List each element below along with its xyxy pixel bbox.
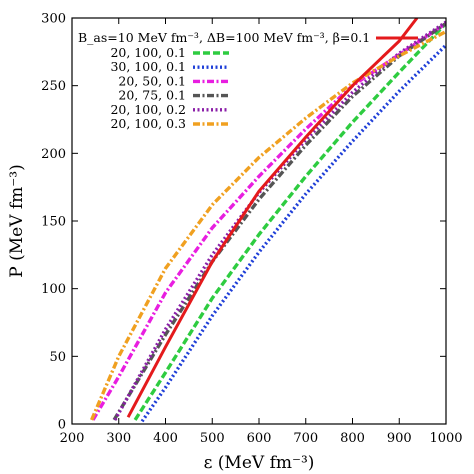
x-tick-label: 900 [387, 431, 412, 446]
series-line-0 [126, 18, 419, 418]
x-tick-label: 800 [340, 431, 365, 446]
x-tick-label: 200 [60, 431, 85, 446]
legend-label-3: 20, 50, 0.1 [118, 73, 186, 88]
legend-label-1: 20, 100, 0.1 [110, 45, 186, 60]
x-tick-label: 400 [153, 431, 178, 446]
legend-label-6: 20, 100, 0.3 [110, 116, 186, 131]
x-tick-label: 1000 [429, 431, 462, 446]
y-axis-title: P (MeV fm⁻³) [7, 164, 27, 277]
y-tick-label: 200 [41, 147, 66, 162]
series-layer [90, 18, 446, 423]
x-tick-label: 600 [247, 431, 272, 446]
y-tick-label: 250 [41, 79, 66, 94]
x-tick-label: 300 [106, 431, 131, 446]
series-line-6 [90, 29, 446, 421]
series-line-2 [140, 43, 446, 423]
y-tick-label: 300 [41, 12, 66, 27]
legend-label-5: 20, 100, 0.2 [110, 102, 186, 117]
y-tick-label: 150 [41, 215, 66, 230]
series-line-4 [112, 22, 446, 421]
ticks-layer: 200 300 400 500 600 700 800 900 1000 0 50 100 150 200… [41, 12, 462, 447]
x-tick-label: 500 [200, 431, 225, 446]
x-axis-title: ε (MeV fm⁻³) [204, 453, 315, 473]
legend-label-2: 30, 100, 0.1 [110, 59, 186, 74]
legend: B_as=10 MeV fm⁻³, ΔB=100 MeV fm⁻³, β=0.1… [78, 30, 418, 131]
legend-label-4: 20, 75, 0.1 [118, 88, 186, 103]
y-tick-label: 0 [58, 418, 66, 433]
x-tick-label: 700 [293, 431, 318, 446]
series-line-1 [133, 22, 446, 421]
y-tick-label: 100 [41, 282, 66, 297]
series-line-3 [91, 21, 446, 421]
y-tick-label: 50 [49, 350, 66, 365]
legend-label-0: B_as=10 MeV fm⁻³, ΔB=100 MeV fm⁻³, β=0.1 [78, 30, 370, 45]
series-line-5 [113, 20, 446, 421]
